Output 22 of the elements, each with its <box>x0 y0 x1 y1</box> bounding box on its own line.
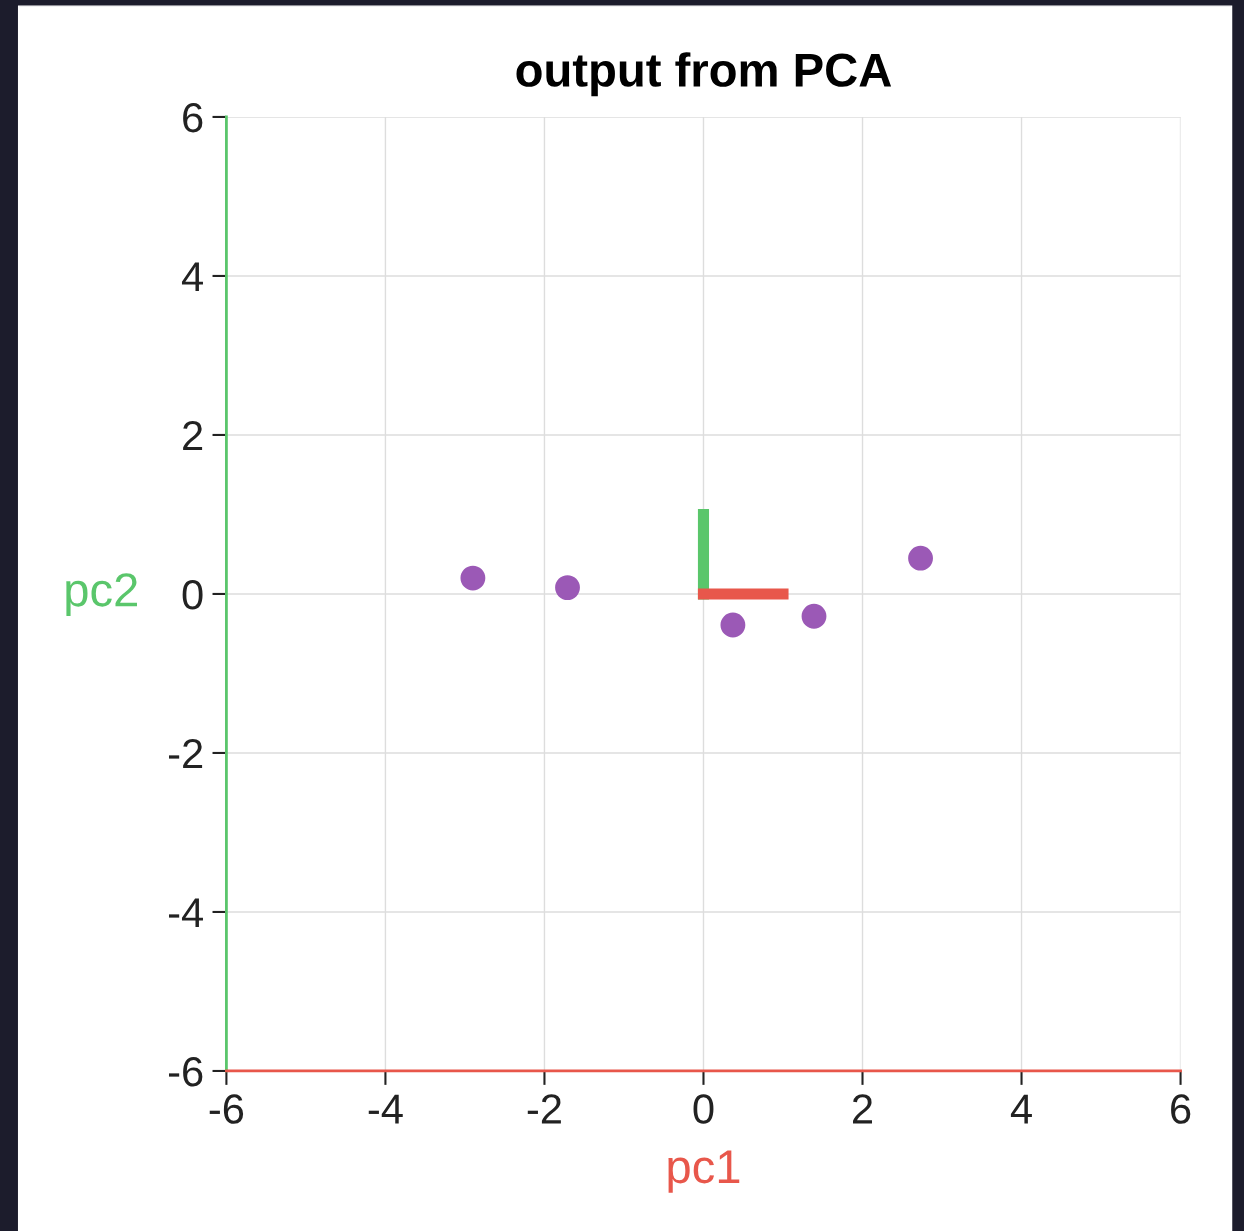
x-tick-label: -2 <box>527 1094 561 1124</box>
y-tick-label: 2 <box>183 420 203 451</box>
y-tick-label: -6 <box>168 1056 203 1087</box>
x-tick-label: -6 <box>209 1094 244 1124</box>
y-tick-label: 0 <box>182 579 203 610</box>
y-axis-title: pc2 <box>66 573 137 616</box>
y-tick-label: -2 <box>168 738 203 769</box>
x-tick-label: 2 <box>853 1094 872 1124</box>
y-tick-label: -4 <box>168 898 203 928</box>
chart-title: output from PCA <box>516 52 892 97</box>
x-axis-title: pc1 <box>668 1150 740 1193</box>
x-tick-label: 6 <box>1171 1094 1191 1124</box>
point <box>908 545 933 571</box>
point <box>801 603 827 629</box>
x-tick-label: 0 <box>693 1094 714 1124</box>
point <box>460 565 486 591</box>
point <box>720 612 746 638</box>
y-tick-label: 6 <box>183 102 203 133</box>
y-tick-label: 4 <box>181 262 203 292</box>
x-tick-label: 4 <box>1010 1094 1032 1124</box>
x-tick-label: -4 <box>368 1094 403 1124</box>
point <box>555 575 580 601</box>
